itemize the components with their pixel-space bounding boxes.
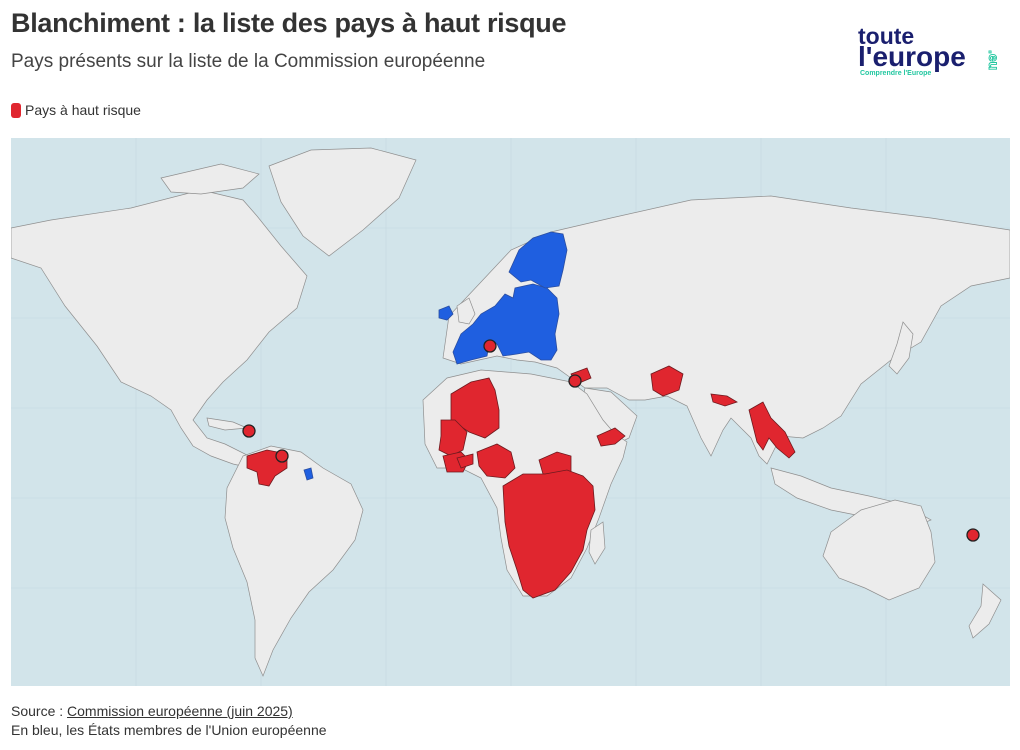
myanmar-laos <box>748 401 796 459</box>
madagascar <box>588 521 606 565</box>
source-link[interactable]: Commission européenne (juin 2025) <box>67 703 293 719</box>
toute-leurope-logo[interactable]: toute l'europe Comprendre l'Europe .eu <box>858 22 1003 80</box>
cuba <box>206 417 248 431</box>
japan <box>888 321 914 375</box>
new-zealand <box>968 583 1002 639</box>
logo-tagline: Comprendre l'Europe <box>860 70 931 77</box>
eu-note: En bleu, les États membres de l'Union eu… <box>11 722 327 738</box>
australia <box>822 499 936 601</box>
marker-vanuatu <box>966 528 980 542</box>
greenland <box>268 147 417 257</box>
world-map <box>11 138 1010 686</box>
marker-lebanon <box>568 374 582 388</box>
burkina-faso <box>456 453 474 469</box>
central-southern-africa <box>502 469 596 599</box>
legend-swatch <box>11 102 21 118</box>
eurasia <box>442 195 1010 465</box>
page-subtitle: Pays présents sur la liste de la Commiss… <box>11 51 486 72</box>
canadian-islands <box>160 163 260 195</box>
high-risk-countries <box>246 365 796 599</box>
ireland <box>438 305 454 321</box>
eu-nordic <box>508 231 568 289</box>
logo-domain: .eu <box>986 50 1002 70</box>
south-america <box>224 445 364 677</box>
nigeria-cameroon <box>476 443 516 479</box>
eu-member-states <box>303 231 588 481</box>
small-territory-markers <box>242 339 980 542</box>
legend: Pays à haut risque <box>11 102 141 118</box>
uk-ireland <box>456 297 476 325</box>
page-title: Blanchiment : la liste des pays à haut r… <box>11 8 567 38</box>
nepal <box>710 393 738 407</box>
marker-haiti <box>242 424 256 438</box>
logo-line1: toute <box>858 23 914 49</box>
source-prefix: Source : <box>11 703 68 719</box>
marker-trinidad <box>275 449 289 463</box>
french-guiana <box>303 467 314 481</box>
yemen <box>596 427 626 447</box>
source-line: Source : Commission européenne (juin 202… <box>11 702 327 721</box>
footer: Source : Commission européenne (juin 202… <box>11 702 327 740</box>
logo-line2: l'europe <box>858 41 966 72</box>
afghanistan <box>650 365 684 397</box>
north-america <box>11 189 308 469</box>
marker-monaco <box>483 339 497 353</box>
land-masses <box>11 147 1010 677</box>
legend-label: Pays à haut risque <box>25 102 141 118</box>
